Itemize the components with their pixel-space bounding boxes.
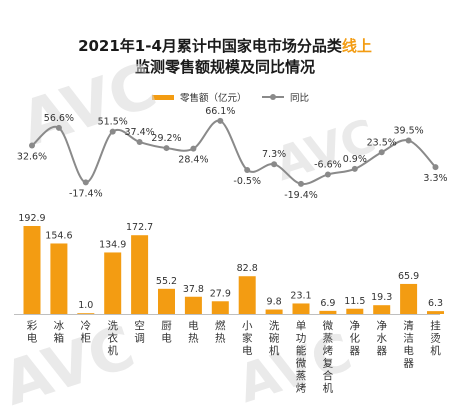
bar-10 — [292, 303, 310, 314]
x-tick-label-0: 彩电 — [27, 320, 38, 345]
growth-label-14: 39.5% — [394, 125, 424, 136]
growth-line — [31, 119, 437, 186]
bar-value-label-10: 23.1 — [290, 290, 311, 301]
growth-label-10: -19.4% — [284, 190, 318, 201]
bar-value-label-14: 65.9 — [398, 271, 419, 282]
legend-line-swatch — [262, 94, 284, 100]
title-prefix: 2021年1-4月累计中国家电市场分品类 — [78, 37, 342, 55]
growth-label-3: 51.5% — [98, 117, 128, 128]
bar-value-label-15: 6.3 — [428, 298, 443, 309]
x-tick-label-10: 单功能微蒸烤 — [296, 320, 307, 395]
bar-2 — [77, 313, 95, 314]
chart-title-line2: 监测零售额规模及同比情况 — [134, 58, 315, 76]
growth-point-0 — [29, 142, 35, 149]
bar-value-label-4: 172.7 — [126, 222, 153, 233]
bar-5 — [158, 288, 175, 314]
legend-bar-label: 零售额（亿元） — [180, 93, 247, 104]
growth-point-9 — [271, 161, 278, 168]
bar-1 — [50, 243, 68, 314]
bar-value-label-8: 82.8 — [237, 263, 258, 274]
growth-point-14 — [405, 137, 412, 144]
bar-value-label-3: 134.9 — [99, 239, 126, 250]
x-tick-label-2: 冷柜 — [81, 319, 92, 345]
growth-line-layer: 32.6% 56.6% -17.4% 51.5%37.4%29.2% 28.4% 66.1… — [17, 106, 448, 201]
growth-point-5 — [163, 145, 170, 152]
title-highlight: 线上 — [341, 37, 372, 55]
growth-point-3 — [109, 128, 116, 135]
bar-7 — [211, 301, 229, 314]
growth-label-13: 23.5% — [367, 137, 397, 148]
growth-label-8: -0.5% — [233, 176, 261, 187]
bar-value-label-12: 11.5 — [344, 296, 365, 307]
bar-9 — [265, 309, 283, 314]
bar-14 — [400, 283, 418, 314]
watermark-text: AVC — [0, 312, 143, 413]
bar-6 — [184, 296, 202, 314]
x-tick-label-14: 清洁电器 — [403, 319, 414, 370]
x-tick-label-12: 净化器 — [350, 319, 361, 357]
legend-item-bar: 零售额（亿元） — [152, 90, 247, 104]
growth-label-5: 29.2% — [151, 133, 181, 144]
growth-label-2: -17.4% — [69, 188, 103, 199]
x-tick-label-1: 冰箱 — [54, 319, 65, 345]
x-tick-label-13: 净水器 — [376, 319, 387, 357]
growth-point-2 — [82, 179, 89, 186]
bar-value-label-13: 19.3 — [371, 292, 392, 303]
growth-label-7: 66.1% — [205, 106, 235, 117]
bar-value-label-5: 55.2 — [156, 276, 177, 287]
bar-12 — [346, 308, 364, 314]
growth-point-15 — [432, 164, 439, 171]
x-tick-label-6: 电热 — [188, 319, 199, 345]
x-tick-label-8: 小家电 — [242, 320, 253, 357]
bar-0 — [23, 226, 41, 314]
legend-item-line: 同比 — [262, 90, 309, 104]
bar-value-label-1: 154.6 — [45, 230, 72, 241]
growth-label-9: 7.3% — [262, 149, 286, 160]
growth-label-4: 37.4% — [125, 127, 155, 138]
growth-point-4 — [136, 139, 143, 146]
x-tick-label-9: 洗碗机 — [269, 320, 280, 357]
bar-value-label-6: 37.8 — [183, 284, 204, 295]
growth-point-11 — [324, 171, 331, 178]
growth-point-8 — [244, 166, 251, 173]
x-tick-label-3: 洗衣机 — [107, 320, 118, 357]
bar-value-label-7: 27.9 — [210, 288, 231, 299]
growth-point-7 — [217, 117, 224, 124]
bar-value-label-11: 6.9 — [320, 298, 335, 309]
legend-line-label: 同比 — [290, 93, 310, 104]
bar-13 — [373, 305, 391, 314]
bar-4 — [131, 235, 149, 314]
x-tick-label-15: 挂烫机 — [430, 319, 441, 357]
bar-15 — [427, 311, 444, 314]
growth-point-12 — [351, 165, 358, 172]
x-tick-label-11: 微蒸烤复合机 — [323, 319, 334, 395]
growth-point-13 — [378, 149, 385, 156]
legend-bar-swatch — [152, 94, 174, 100]
bar-3 — [104, 252, 122, 314]
bar-8 — [238, 276, 256, 314]
x-tick-label-4: 空调 — [134, 319, 145, 345]
bar-11 — [319, 310, 337, 314]
growth-label-6: 28.4% — [178, 155, 208, 166]
growth-point-1 — [55, 124, 62, 131]
growth-label-15: 3.3% — [423, 173, 447, 184]
bar-value-label-0: 192.9 — [18, 213, 45, 224]
growth-label-11: -6.6% — [314, 159, 342, 170]
growth-label-0: 32.6% — [17, 152, 47, 163]
growth-label-12: 0.9% — [343, 154, 367, 165]
growth-point-10 — [298, 180, 304, 187]
x-tick-label-7: 燃热 — [215, 319, 226, 345]
growth-point-6 — [190, 145, 197, 152]
growth-label-1: 56.6% — [44, 113, 74, 124]
bar-value-label-9: 9.8 — [267, 297, 282, 308]
bar-value-label-2: 1.0 — [78, 300, 93, 311]
chart-title-line1: 2021年1-4月累计中国家电市场分品类线上 — [0, 36, 450, 56]
x-tick-label-5: 厨电 — [161, 320, 172, 345]
